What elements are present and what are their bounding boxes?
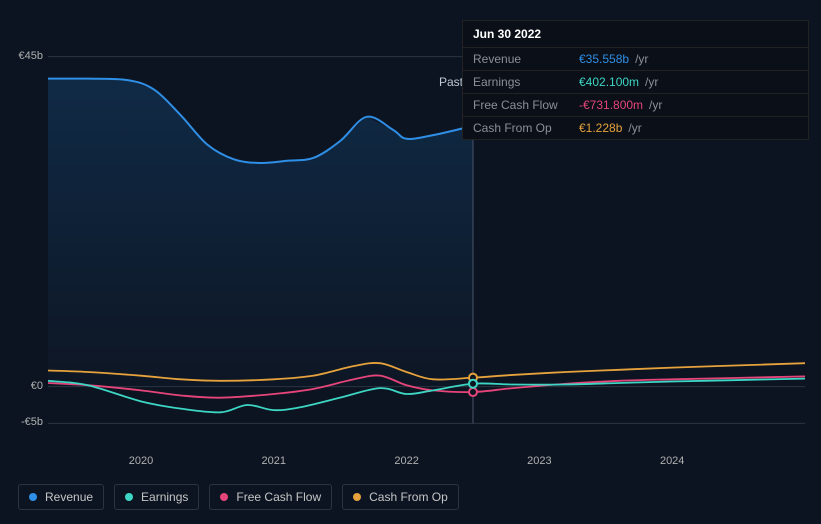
y-axis-tick: €0 xyxy=(3,380,43,392)
legend-item-revenue[interactable]: Revenue xyxy=(18,484,104,510)
chart-legend: Revenue Earnings Free Cash Flow Cash From O… xyxy=(18,484,459,510)
past-region-label: Past xyxy=(439,75,463,89)
tooltip-row-label: Earnings xyxy=(473,75,573,89)
tooltip-row: Free Cash Flow -€731.800m/yr xyxy=(463,93,808,116)
legend-item-earnings[interactable]: Earnings xyxy=(114,484,199,510)
tooltip-row-value: €402.100m xyxy=(579,75,639,89)
tooltip-row-value: -€731.800m xyxy=(579,98,643,112)
legend-item-free_cash_flow[interactable]: Free Cash Flow xyxy=(209,484,332,510)
chart-container: €45b€0-€5b 20202021202220232024 Past Ana… xyxy=(0,0,821,524)
tooltip-row: Earnings €402.100m/yr xyxy=(463,70,808,93)
y-axis-tick: -€5b xyxy=(3,416,43,428)
tooltip-row-unit: /yr xyxy=(649,98,662,112)
legend-swatch xyxy=(353,493,361,501)
marker-free_cash_flow xyxy=(469,388,477,396)
y-axis-tick: €45b xyxy=(3,50,43,62)
tooltip-row-unit: /yr xyxy=(635,52,648,66)
tooltip-row-label: Revenue xyxy=(473,52,573,66)
tooltip-row: Revenue €35.558b/yr xyxy=(463,47,808,70)
legend-swatch xyxy=(29,493,37,501)
tooltip-date: Jun 30 2022 xyxy=(463,21,808,47)
chart-tooltip: Jun 30 2022 Revenue €35.558b/yr Earnings €4… xyxy=(462,20,809,140)
marker-earnings xyxy=(469,380,477,388)
tooltip-row-unit: /yr xyxy=(628,121,641,135)
legend-label: Revenue xyxy=(45,490,93,504)
legend-item-cash_from_op[interactable]: Cash From Op xyxy=(342,484,459,510)
legend-label: Earnings xyxy=(141,490,188,504)
tooltip-row-value: €1.228b xyxy=(579,121,622,135)
legend-label: Cash From Op xyxy=(369,490,448,504)
tooltip-row-unit: /yr xyxy=(645,75,658,89)
legend-swatch xyxy=(220,493,228,501)
tooltip-row-label: Cash From Op xyxy=(473,121,573,135)
legend-swatch xyxy=(125,493,133,501)
tooltip-row-label: Free Cash Flow xyxy=(473,98,573,112)
tooltip-row-value: €35.558b xyxy=(579,52,629,66)
legend-label: Free Cash Flow xyxy=(236,490,321,504)
tooltip-row: Cash From Op €1.228b/yr xyxy=(463,116,808,139)
